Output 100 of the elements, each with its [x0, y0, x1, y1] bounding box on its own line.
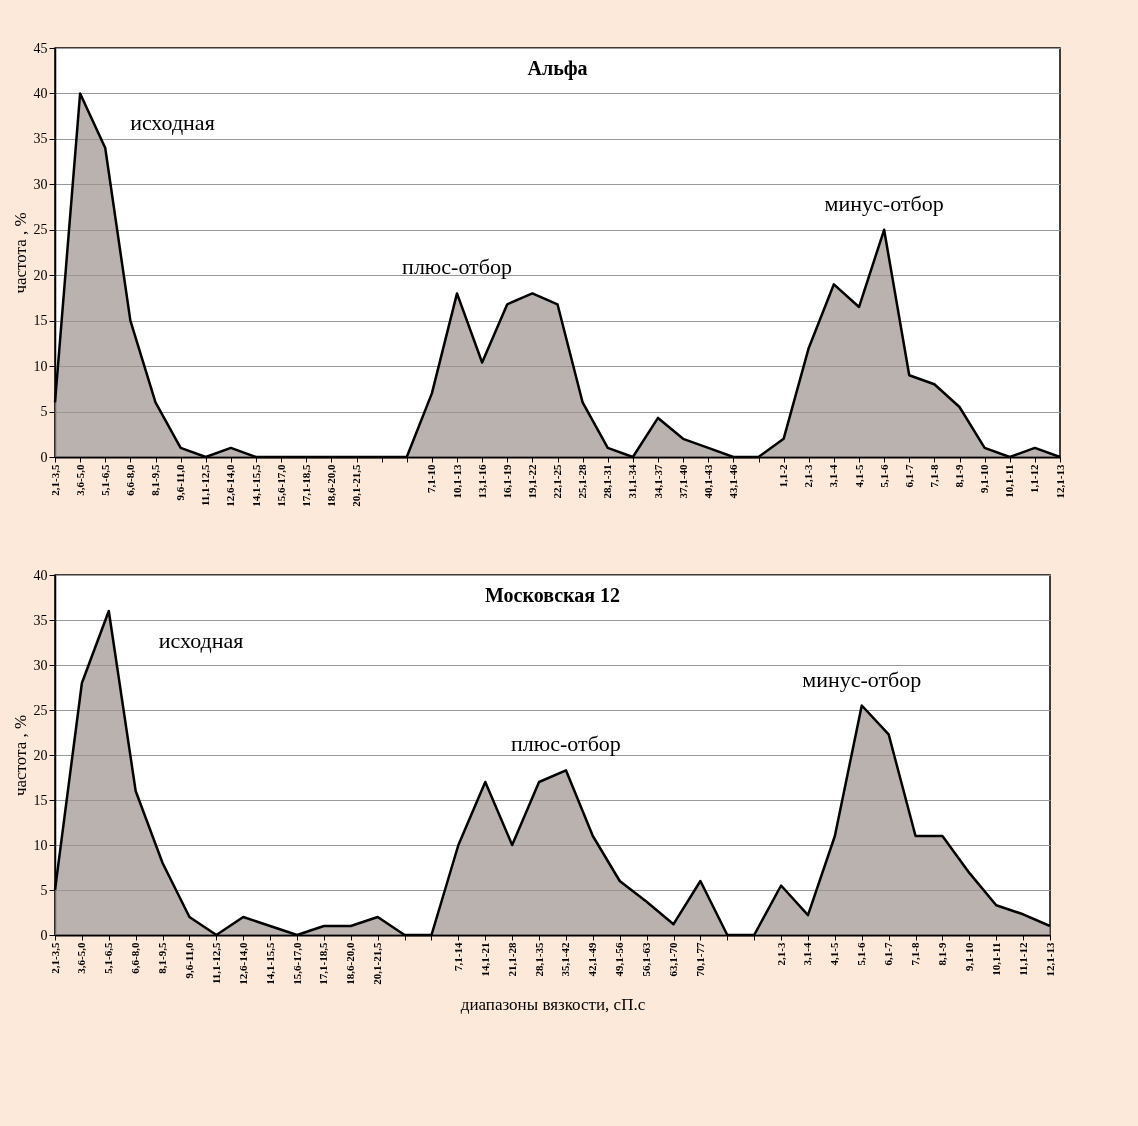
annotation: исходная — [158, 628, 244, 653]
x-tick-label: 2,1-3,5 — [48, 942, 61, 974]
x-tick-label: 18,6-20,0 — [324, 464, 337, 507]
x-tick-label: 14,1-15,5 — [249, 464, 262, 507]
x-tick-label: 14,1-15,5 — [263, 942, 276, 985]
y-tick-label: 0 — [40, 927, 48, 943]
x-tick-label: 7,1-8 — [927, 464, 940, 488]
x-tick-label: 14,1-21 — [478, 942, 491, 977]
x-tick-label: 4,1-5 — [828, 942, 841, 966]
y-tick-label: 40 — [33, 567, 48, 583]
annotation: минус-отбор — [802, 666, 922, 692]
x-tick-label: 43,1-46 — [726, 464, 739, 499]
x-tick-label: 37,1-40 — [676, 464, 689, 499]
x-tick-label: 63,1-70 — [667, 942, 680, 977]
x-axis-title: диапазоны вязкости, сП.с — [460, 994, 646, 1014]
x-tick-label: 20,1-21,5 — [350, 464, 362, 507]
x-tick-label: 6,6-8,0 — [129, 942, 142, 974]
x-tick-label: 17,1-18,5 — [317, 942, 330, 985]
x-tick-label: 7,1-8 — [909, 942, 922, 966]
x-tick-label: 6,1-7 — [902, 464, 915, 488]
x-tick-label: 6,1-7 — [882, 942, 895, 966]
x-tick-label: 11,1-12 — [1016, 942, 1029, 976]
x-tick-label: 3,6-5,0 — [73, 464, 86, 496]
y-tick-label: 35 — [33, 131, 48, 147]
y-tick-label: 10 — [33, 837, 48, 853]
x-tick-label: 7,1-10 — [425, 464, 438, 493]
x-tick-label: 3,1-4 — [801, 942, 814, 966]
y-tick-label: 5 — [40, 404, 48, 420]
x-tick-label: 7,1-14 — [451, 942, 464, 971]
y-tick-label: 20 — [33, 747, 48, 763]
y-tick-label: 15 — [33, 792, 48, 808]
x-tick-label: 9,6-11,0 — [182, 942, 195, 979]
annotation: исходная — [130, 110, 215, 136]
x-tick-label: 31,1-34 — [626, 464, 639, 499]
x-tick-label: 2,1-3,5 — [48, 464, 61, 496]
x-tick-label: 4,1-5 — [852, 464, 865, 488]
x-tick-label: 28,1-35 — [532, 942, 545, 977]
x-tick-label: 5,1-6 — [877, 464, 890, 488]
x-tick-label: 70,1-77 — [693, 942, 706, 977]
annotation: плюс-отбор — [511, 731, 621, 757]
x-tick-label: 8,1-9 — [935, 942, 948, 966]
x-tick-label: 10,1-11 — [989, 942, 1002, 976]
chart-title: Московская 12 — [484, 584, 621, 606]
x-tick-label: 42,1-49 — [586, 942, 599, 977]
x-tick-label: 12,6-14,0 — [224, 464, 237, 507]
x-tick-label: 25,1-28 — [576, 464, 589, 499]
y-tick-label: 5 — [40, 882, 48, 898]
x-tick-label: 16,1-19 — [500, 464, 513, 499]
y-tick-label: 40 — [33, 85, 48, 101]
y-tick-label: 0 — [40, 449, 48, 465]
x-tick-label: 5,1-6 — [855, 942, 868, 966]
x-tick-label: 12,6-14,0 — [236, 942, 249, 985]
x-tick-label: 10,1-11 — [1003, 464, 1016, 498]
x-tick-label: 8,1-9 — [953, 464, 965, 488]
x-tick-label: 19,1-22 — [525, 464, 538, 499]
x-tick-label: 9,6-11,0 — [174, 464, 187, 501]
y-tick-label: 20 — [33, 267, 48, 283]
y-tick-label: 25 — [33, 702, 48, 718]
x-tick-label: 12,1-13 — [1043, 942, 1056, 977]
x-tick-label: 6,6-8,0 — [123, 464, 136, 496]
x-tick-label: 40,1-43 — [701, 464, 714, 499]
x-tick-label: 11,1-12,5 — [199, 464, 212, 507]
x-tick-label: 12,1-13 — [1053, 464, 1066, 499]
x-tick-label: 15,6-17,0 — [274, 464, 287, 507]
y-tick-label: 25 — [33, 222, 48, 238]
x-tick-label: 13,1-16 — [475, 464, 488, 499]
y-tick-label: 30 — [33, 657, 48, 673]
x-tick-label: 10,1-13 — [450, 464, 463, 499]
x-tick-label: 2,1-3 — [774, 942, 787, 966]
x-tick-label: 18,6-20,0 — [344, 942, 357, 985]
x-tick-label: 1,1-12 — [1028, 464, 1041, 493]
x-tick-label: 15,6-17,0 — [290, 942, 303, 985]
x-tick-label: 56,1-63 — [640, 942, 653, 977]
x-tick-label: 5,1-6,5 — [102, 942, 115, 974]
y-axis-title: частота , % — [10, 714, 30, 797]
x-tick-label: 5,1-6,5 — [98, 464, 111, 496]
y-tick-label: 45 — [33, 40, 48, 56]
y-tick-label: 15 — [33, 313, 48, 329]
annotation: минус-отбор — [824, 190, 944, 216]
x-tick-label: 17,1-18,5 — [299, 464, 312, 507]
annotation: плюс-отбор — [402, 254, 512, 280]
x-tick-label: 20,1-21,5 — [371, 942, 384, 985]
x-tick-label: 21,1-28 — [505, 942, 518, 977]
x-tick-label: 3,1-4 — [827, 464, 840, 488]
x-tick-label: 2,1-3 — [802, 464, 815, 488]
chart-title: Альфа — [527, 57, 588, 80]
y-tick-label: 30 — [33, 176, 48, 192]
x-tick-label: 34,1-37 — [651, 464, 664, 499]
x-tick-label: 9,1-10 — [962, 942, 975, 971]
y-tick-label: 35 — [33, 612, 48, 628]
y-tick-label: 10 — [33, 358, 48, 374]
x-tick-label: 49,1-56 — [613, 942, 626, 977]
y-axis-title: частота , % — [10, 212, 30, 294]
x-tick-label: 3,6-5,0 — [75, 942, 88, 974]
x-tick-label: 11,1-12,5 — [209, 942, 222, 985]
x-tick-label: 35,1-42 — [559, 942, 572, 977]
x-tick-label: 8,1-9,5 — [156, 942, 169, 974]
x-tick-label: 1,1-2 — [777, 464, 790, 488]
x-tick-label: 9,1-10 — [978, 464, 991, 493]
x-tick-label: 22,1-25 — [551, 464, 563, 499]
